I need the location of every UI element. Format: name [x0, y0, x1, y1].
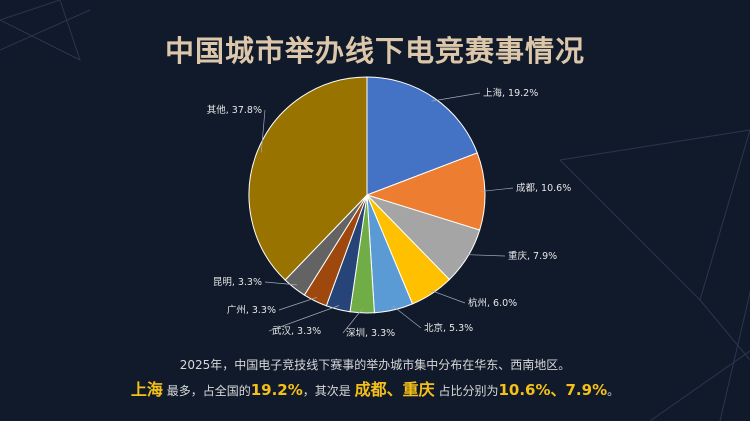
leader-line	[480, 187, 514, 192]
data-label: 其他, 37.8%	[207, 104, 262, 116]
leader-line	[464, 254, 506, 257]
text: 最多，占全国的	[162, 384, 251, 398]
highlight-cities-chengdu-chongqing: 成都、重庆	[354, 380, 435, 399]
leader-line	[429, 289, 466, 304]
text: ，其次是	[302, 384, 355, 398]
data-label: 北京, 5.3%	[424, 322, 473, 334]
summary-line-2: 上海 最多，占全国的19.2%，其次是 成都、重庆 占比分别为10.6%、7.9…	[0, 376, 750, 400]
pie-slice-其他	[248, 76, 368, 281]
data-label: 成都, 10.6%	[516, 182, 571, 194]
leader-line	[278, 297, 317, 311]
slide-title: 中国城市举办线下电竞赛事情况	[164, 34, 585, 68]
data-label: 重庆, 7.9%	[508, 250, 557, 262]
data-label: 广州, 3.3%	[227, 304, 276, 316]
leader-line	[431, 92, 481, 102]
data-label: 杭州, 6.0%	[468, 297, 517, 309]
highlight-percents: 10.6%、7.9%	[498, 381, 608, 399]
summary-line-1: 2025年，中国电子竞技线下赛事的举办城市集中分布在华东、西南地区。	[179, 358, 571, 372]
data-label: 昆明, 3.3%	[213, 277, 262, 288]
text: 占比分别为	[434, 384, 499, 398]
leader-line	[264, 281, 297, 286]
leader-line	[342, 308, 363, 334]
data-label: 深圳, 3.3%	[346, 328, 395, 339]
leader-line	[392, 305, 422, 329]
leader-line	[268, 305, 340, 332]
text: 。	[607, 384, 620, 398]
data-label: 武汉, 3.3%	[272, 325, 321, 337]
highlight-city-shanghai: 上海	[130, 380, 163, 399]
pie-slice-上海	[366, 76, 478, 196]
data-label: 上海, 19.2%	[483, 87, 538, 99]
highlight-percent-shanghai: 19.2%	[250, 381, 303, 399]
leader-line	[260, 109, 266, 153]
